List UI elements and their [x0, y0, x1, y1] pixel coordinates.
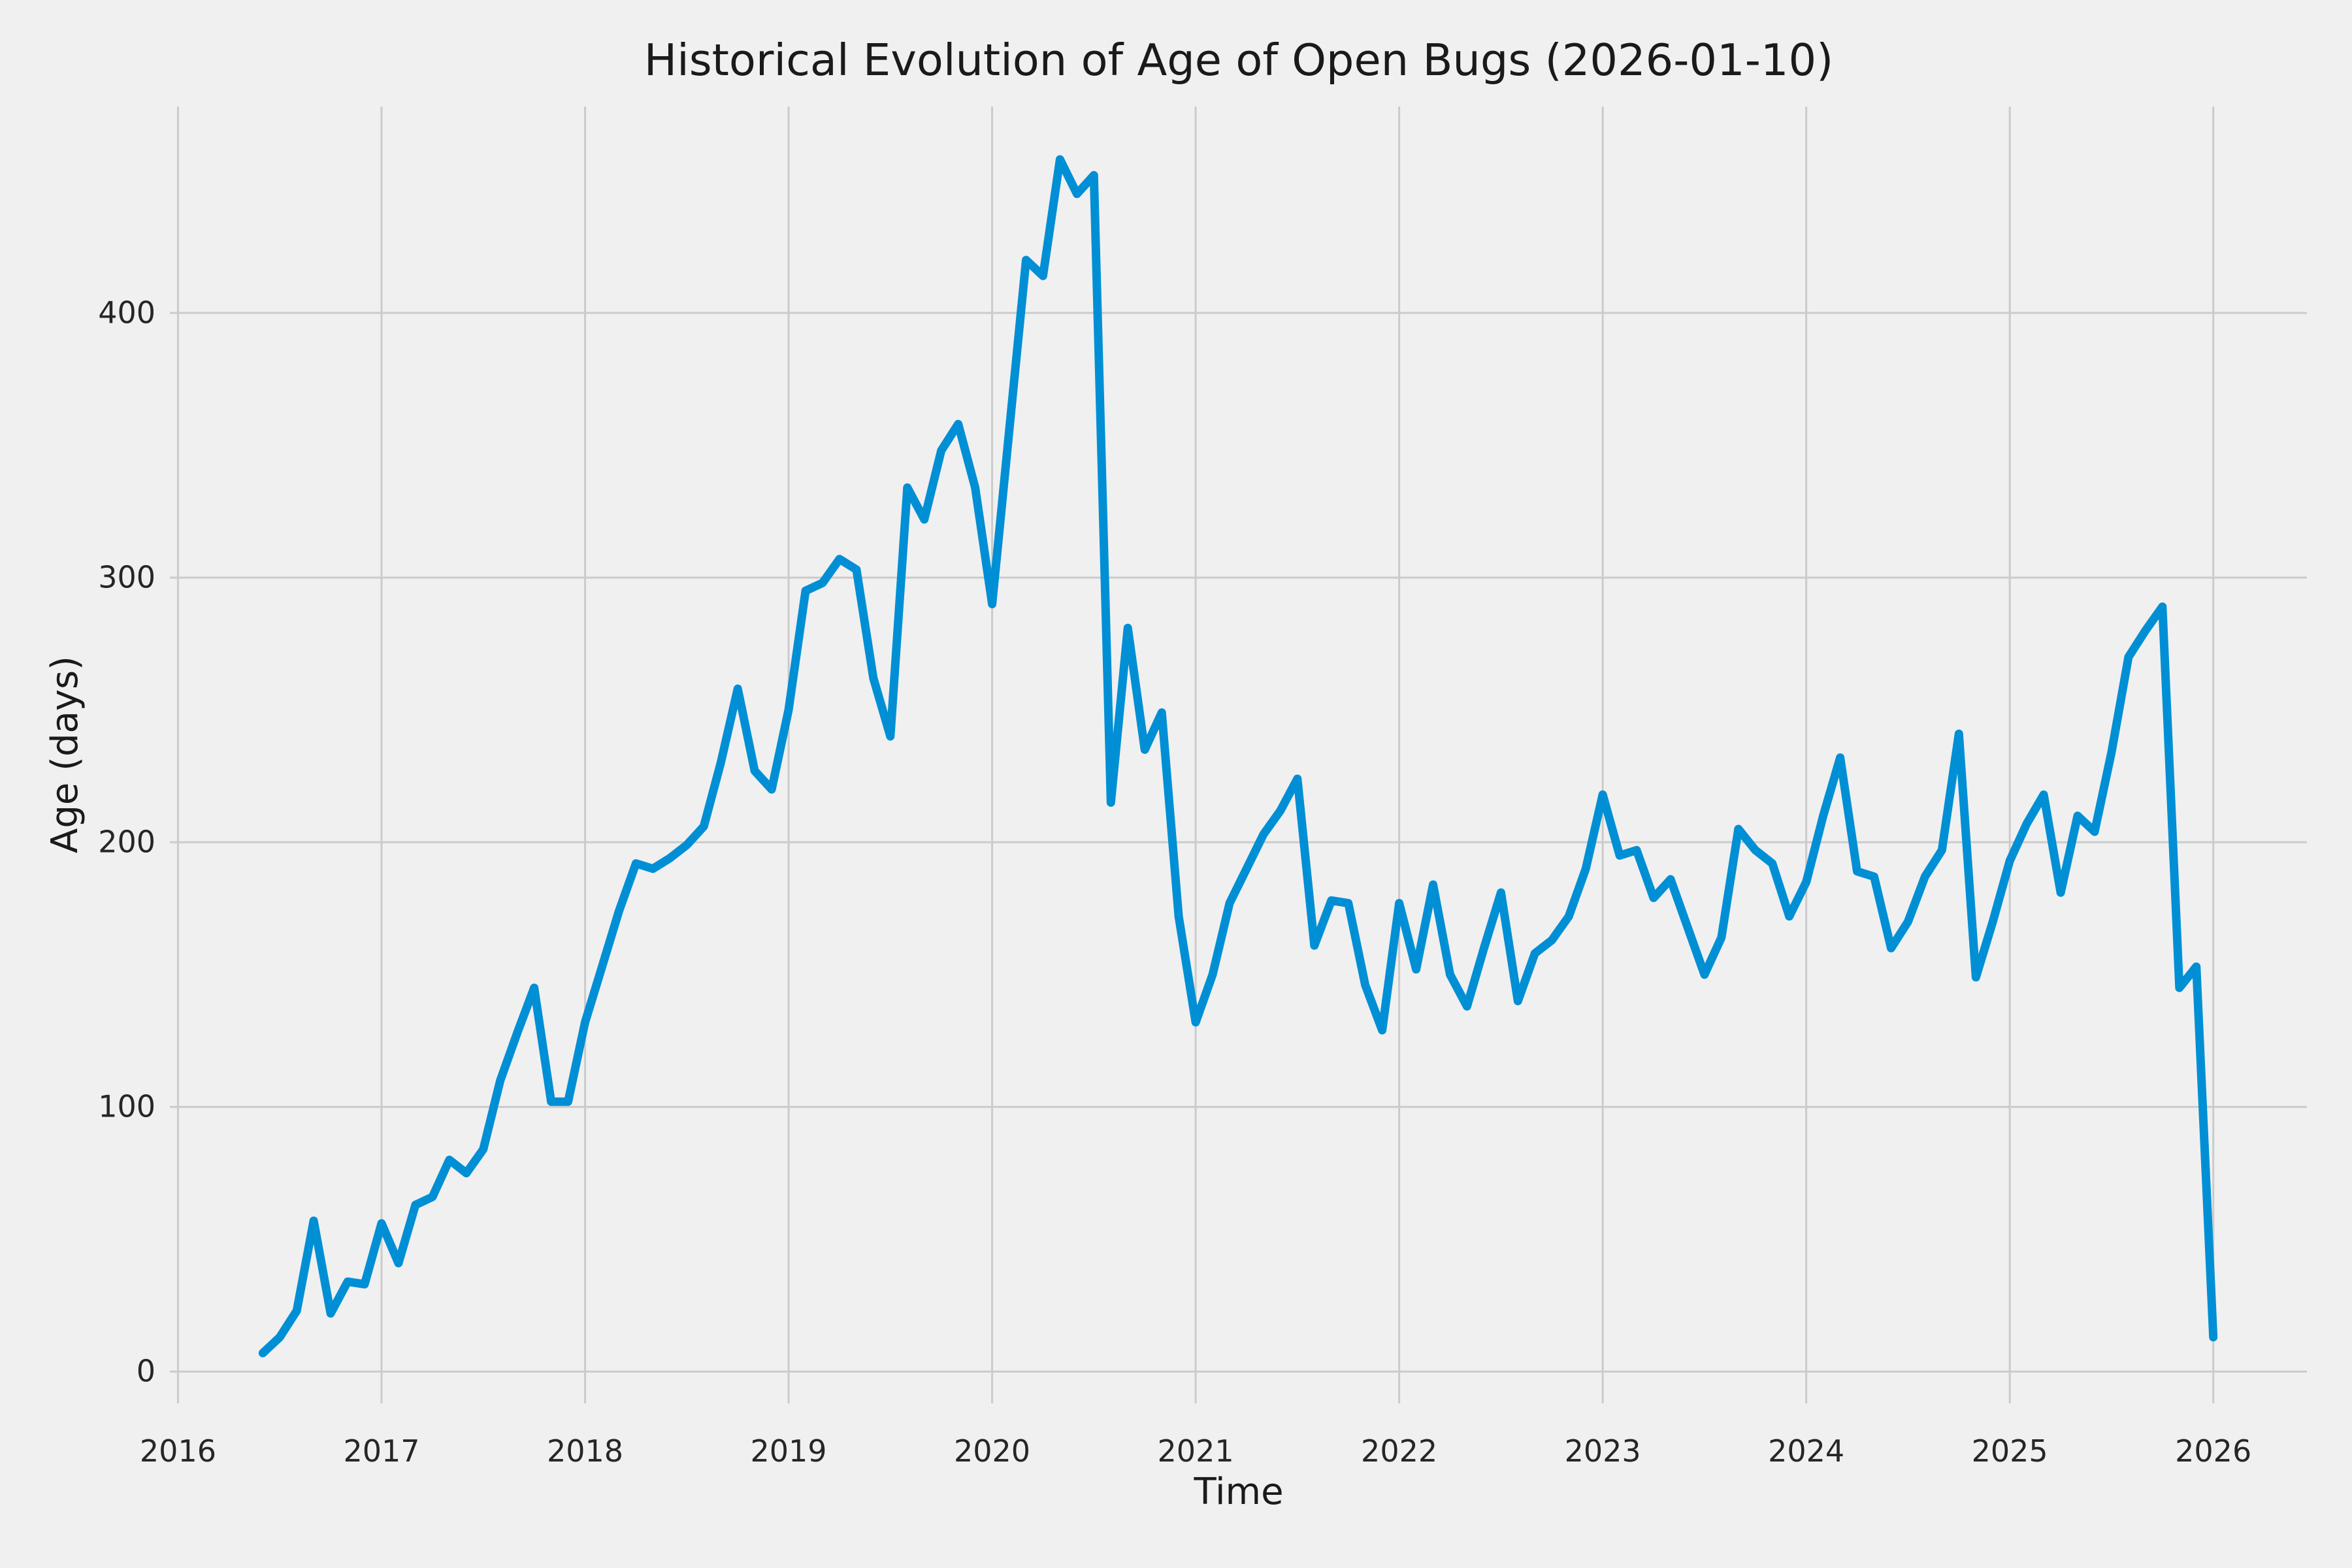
y-axis-label: Age (days) — [44, 656, 86, 853]
y-tick-label: 400 — [98, 295, 155, 331]
x-tick-label: 2018 — [546, 1433, 624, 1469]
x-tick-label: 2019 — [750, 1433, 827, 1469]
y-tick-label: 200 — [98, 824, 155, 860]
x-tick-label: 2016 — [139, 1433, 216, 1469]
x-tick-label: 2022 — [1361, 1433, 1438, 1469]
bug-age-line — [258, 155, 2218, 1358]
y-tick-label: 100 — [98, 1088, 155, 1124]
x-tick-label: 2026 — [2175, 1433, 2252, 1469]
y-tick-label: 0 — [136, 1354, 155, 1390]
x-axis-label: Time — [1194, 1471, 1284, 1513]
chart-title: Historical Evolution of Age of Open Bugs… — [644, 35, 1834, 86]
x-tick-label: 2017 — [343, 1433, 420, 1469]
x-tick-label: 2024 — [1768, 1433, 1845, 1469]
x-tick-label: 2023 — [1564, 1433, 1641, 1469]
x-tick-label: 2025 — [1971, 1433, 2048, 1469]
x-tick-label: 2020 — [954, 1433, 1031, 1469]
x-tick-label: 2021 — [1157, 1433, 1234, 1469]
y-tick-label: 300 — [98, 559, 155, 595]
